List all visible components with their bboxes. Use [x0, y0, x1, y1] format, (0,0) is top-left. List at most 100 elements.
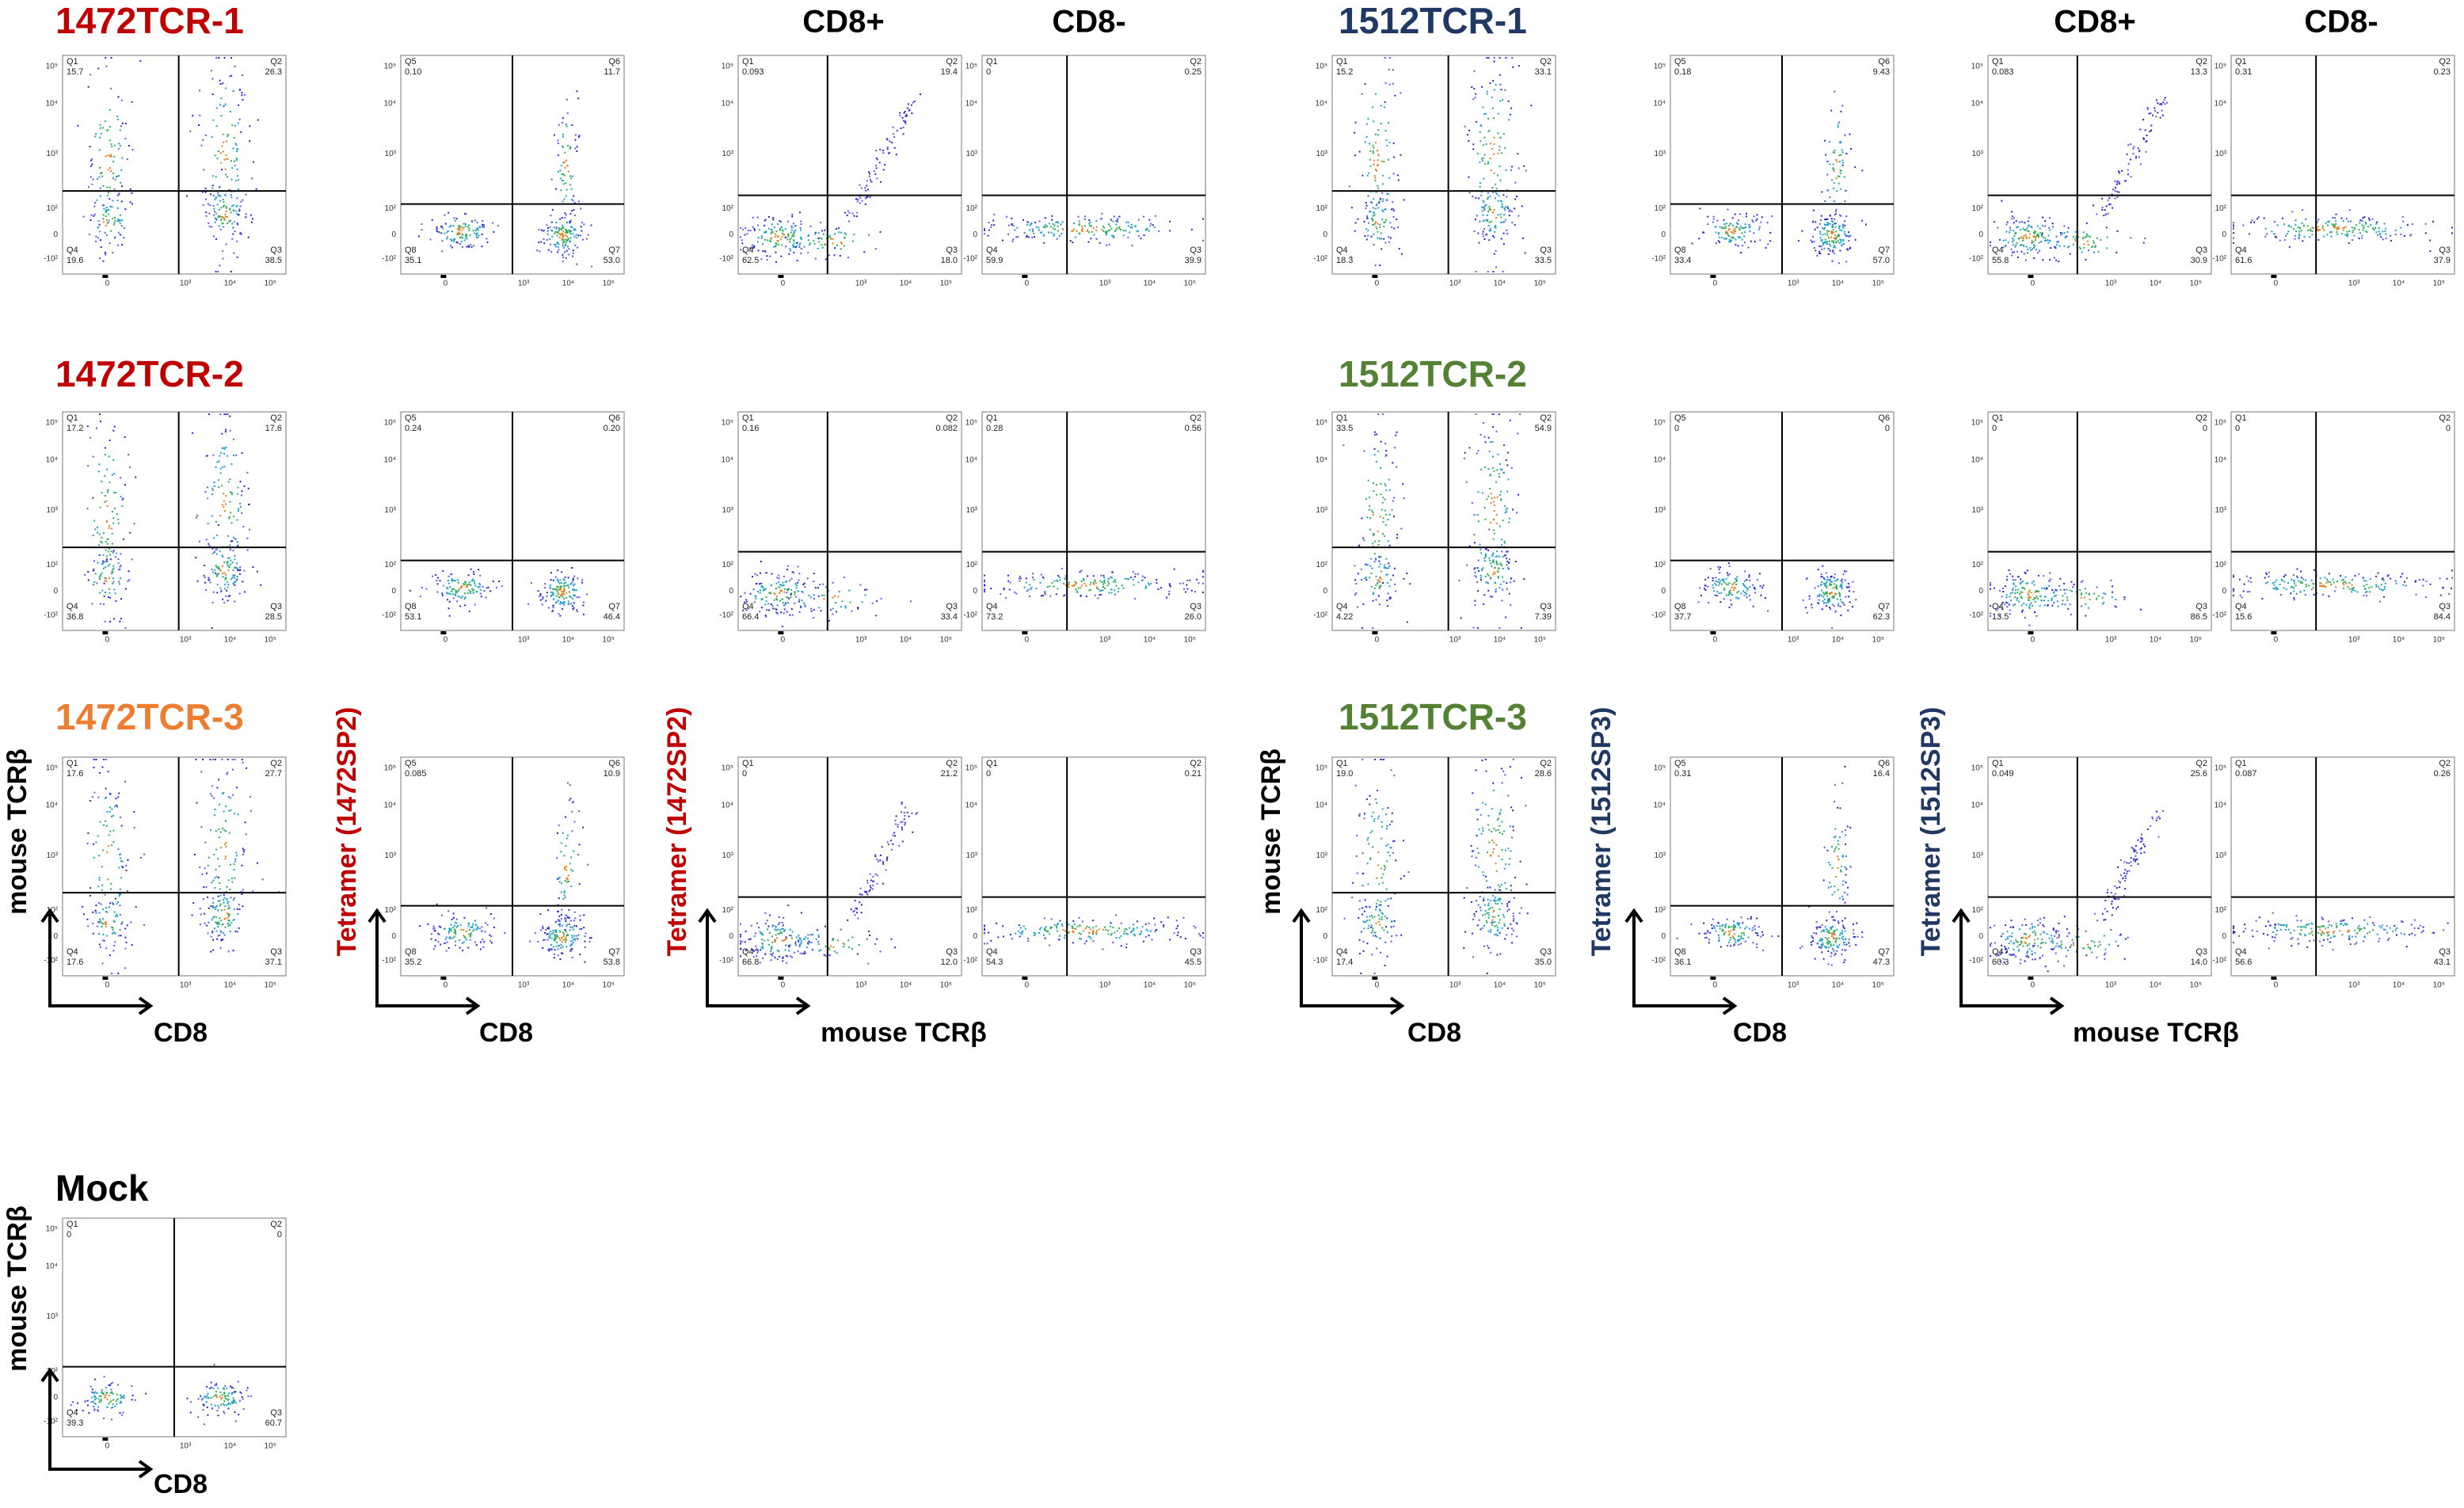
cell-dot: [1023, 231, 1026, 234]
quadrant-value: 33.4: [941, 612, 958, 622]
cell-dot: [904, 120, 907, 123]
cell-dot: [1769, 240, 1772, 242]
cell-dot: [1079, 924, 1081, 927]
cell-dot: [866, 180, 868, 182]
cell-dot: [2335, 223, 2337, 225]
cell-dot: [2351, 227, 2353, 229]
cell-dot: [208, 212, 211, 215]
cell-dot: [1079, 938, 1081, 940]
cell-dot: [872, 884, 874, 886]
cell-dot: [82, 913, 85, 916]
cell-dot: [1118, 927, 1120, 930]
cell-dot: [818, 607, 821, 609]
cell-dot: [223, 932, 225, 935]
cell-dot: [105, 935, 108, 937]
cell-dot: [199, 866, 201, 868]
cell-dot: [221, 169, 223, 171]
cell-dot: [233, 919, 235, 921]
cell-dot: [1727, 234, 1730, 237]
cell-dot: [112, 582, 114, 585]
cell-dot: [1076, 591, 1079, 593]
cell-dot: [87, 86, 89, 88]
cell-dot: [102, 260, 105, 262]
cell-dot: [213, 214, 215, 216]
cell-dot: [212, 454, 215, 456]
cell-dot: [861, 601, 863, 604]
quadrant-value: 33.1: [1535, 67, 1552, 77]
cell-dot: [2033, 235, 2036, 238]
quadrant-value: 19.6: [67, 256, 83, 265]
cell-dot: [2130, 176, 2132, 178]
cell-dot: [120, 877, 123, 879]
cell-dot: [133, 827, 135, 829]
cell-dot: [1103, 574, 1105, 577]
cell-dot: [119, 928, 121, 931]
cell-dot: [112, 491, 115, 493]
cell-dot: [1030, 587, 1033, 589]
cell-dot: [1049, 927, 1052, 929]
cell-dot: [769, 240, 771, 242]
cell-dot: [567, 782, 569, 784]
cell-dot: [550, 933, 553, 935]
cell-dot: [569, 784, 571, 786]
cell-dot: [550, 221, 553, 223]
cell-dot: [1468, 129, 1471, 131]
cell-dot: [111, 901, 113, 904]
cell-dot: [93, 205, 96, 208]
cell-dot: [468, 923, 470, 925]
cell-dot: [474, 229, 477, 231]
cell-dot: [1373, 198, 1375, 200]
cell-dot: [238, 104, 240, 106]
cell-dot: [240, 233, 242, 235]
cell-dot: [577, 246, 579, 249]
cell-dot: [2022, 238, 2024, 240]
cell-dot: [213, 797, 215, 799]
cell-dot: [774, 957, 776, 959]
y-tick-label: 10²: [47, 906, 59, 915]
cell-dot: [203, 886, 205, 889]
cell-dot: [1134, 573, 1137, 575]
cell-dot: [1471, 86, 1473, 89]
cell-dot: [765, 609, 767, 611]
cell-dot: [560, 189, 562, 192]
cell-dot: [1007, 574, 1009, 577]
y-tick-label: 10⁵: [965, 418, 977, 427]
cell-dot: [1715, 226, 1717, 228]
cell-dot: [219, 79, 221, 82]
cell-dot: [569, 226, 572, 228]
cell-dot: [569, 595, 571, 597]
cell-dot: [1717, 233, 1719, 235]
cell-dot: [213, 927, 215, 930]
cell-dot: [537, 941, 539, 943]
cell-dot: [795, 242, 798, 244]
cell-dot: [559, 218, 562, 220]
y-tick-label: -10²: [44, 254, 58, 263]
cell-dot: [791, 244, 794, 246]
cell-dot: [2013, 217, 2015, 219]
cell-dot: [2026, 227, 2028, 230]
cell-dot: [571, 581, 573, 583]
cell-dot: [569, 241, 571, 243]
cell-dot: [215, 534, 218, 536]
cell-dot: [1837, 124, 1839, 126]
cell-dot: [1102, 928, 1104, 931]
cell-dot: [984, 585, 985, 587]
cell-dot: [569, 230, 571, 233]
cell-dot: [876, 938, 878, 940]
cell-dot: [569, 222, 571, 224]
cell-dot: [562, 946, 564, 948]
cell-dot: [1501, 203, 1503, 205]
cell-dot: [886, 139, 889, 141]
cell-dot: [847, 210, 849, 212]
cell-dot: [2044, 237, 2047, 239]
cell-dot: [440, 926, 442, 928]
cell-dot: [214, 198, 216, 200]
cell-dot: [1473, 70, 1476, 72]
cell-dot: [546, 595, 548, 597]
cell-dot: [232, 204, 234, 207]
cell-dot: [1375, 141, 1377, 143]
cell-dot: [817, 247, 819, 249]
cell-dot: [218, 923, 220, 926]
cell-dot: [1468, 192, 1471, 194]
cell-dot: [100, 127, 102, 129]
